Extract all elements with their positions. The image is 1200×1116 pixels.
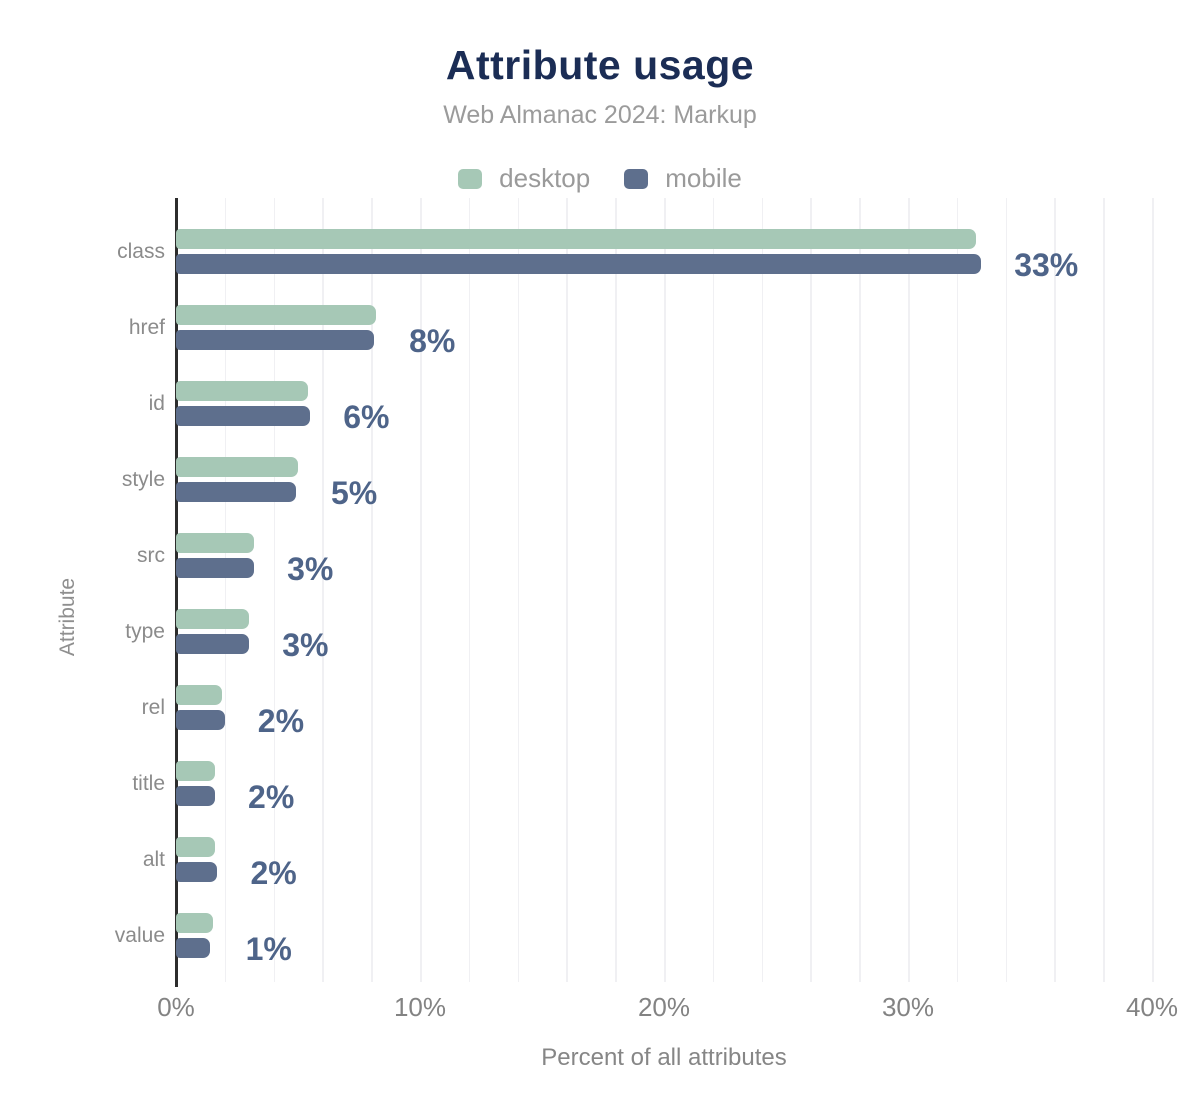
legend-swatch-mobile (624, 168, 649, 189)
legend-swatch-desktop (458, 168, 483, 189)
category-label-class: class (117, 239, 165, 263)
gridline (566, 198, 568, 982)
value-label-title: 2% (248, 778, 295, 815)
bar-desktop-class (176, 229, 977, 249)
value-label-id: 6% (343, 398, 390, 435)
gridline (956, 198, 959, 982)
value-label-type: 3% (282, 626, 329, 663)
bar-mobile-title (176, 786, 216, 806)
y-axis-title: Attribute (56, 577, 79, 657)
bar-desktop-href (176, 305, 377, 325)
category-label-style: style (121, 467, 165, 491)
category-label-value: value (114, 923, 165, 947)
x-tick-10: 10% (393, 992, 447, 1022)
legend-label: desktop (499, 163, 591, 193)
bar-desktop-type (176, 609, 250, 629)
gridline (224, 198, 227, 982)
bar-mobile-class (176, 254, 982, 274)
value-label-style: 5% (331, 474, 378, 511)
gridline (664, 198, 666, 982)
gridline (908, 198, 910, 982)
gridline (712, 198, 715, 982)
bar-mobile-value (176, 938, 211, 958)
gridline (1152, 198, 1154, 982)
bar-desktop-id (176, 381, 308, 401)
category-label-rel: rel (141, 695, 165, 719)
category-label-alt: alt (142, 847, 165, 871)
bar-mobile-href (176, 330, 374, 350)
value-label-href: 8% (409, 322, 456, 359)
gridline (810, 198, 812, 982)
chart-title: Attribute usage (445, 42, 755, 88)
value-label-value: 1% (245, 930, 292, 967)
gridline (420, 198, 422, 982)
bar-mobile-rel (176, 710, 225, 730)
bar-mobile-src (176, 558, 255, 578)
bar-mobile-type (176, 634, 250, 654)
x-tick-20: 20% (637, 992, 691, 1022)
category-label-src: src (137, 543, 165, 567)
x-tick-30: 30% (881, 992, 935, 1022)
gridline (1005, 198, 1008, 982)
category-label-href: href (128, 315, 165, 339)
legend-item-mobile[interactable]: mobile (624, 163, 742, 194)
value-label-src: 3% (287, 550, 334, 587)
bar-desktop-style (176, 457, 298, 477)
bar-desktop-rel (176, 685, 223, 705)
legend: desktop mobile (0, 163, 1200, 194)
bar-mobile-id (176, 406, 311, 426)
gridline (859, 198, 861, 982)
bar-mobile-style (176, 482, 296, 502)
bar-desktop-src (176, 533, 255, 553)
chart-subtitle: Web Almanac 2024: Markup (443, 101, 757, 129)
gridline (468, 198, 471, 982)
category-label-title: title (132, 771, 165, 795)
y-axis-line (174, 198, 178, 987)
category-label-type: type (125, 619, 165, 643)
gridline (1103, 198, 1105, 982)
category-label-id: id (148, 391, 165, 415)
value-label-class: 33% (1014, 246, 1079, 283)
legend-item-desktop[interactable]: desktop (458, 163, 590, 194)
bar-desktop-value (176, 913, 213, 933)
bar-desktop-alt (176, 837, 216, 857)
bar-mobile-alt (176, 862, 218, 882)
plot-area: class 33% href 8% id 6% style 5% src 3% type 3% rel 2… (115, 198, 1154, 987)
x-tick-0: 0% (157, 992, 195, 1022)
gridline (615, 198, 617, 982)
legend-label: mobile (665, 163, 742, 193)
bar-desktop-title (176, 761, 216, 781)
x-tick-40: 40% (1125, 992, 1179, 1022)
gridline (517, 198, 520, 982)
value-label-rel: 2% (257, 702, 305, 739)
gridline (761, 198, 764, 982)
x-axis-title: Percent of all attributes (541, 1044, 787, 1071)
gridline (322, 198, 324, 982)
value-label-alt: 2% (250, 854, 297, 891)
gridline (1054, 198, 1056, 982)
gridline (371, 198, 373, 982)
gridline (273, 198, 276, 982)
